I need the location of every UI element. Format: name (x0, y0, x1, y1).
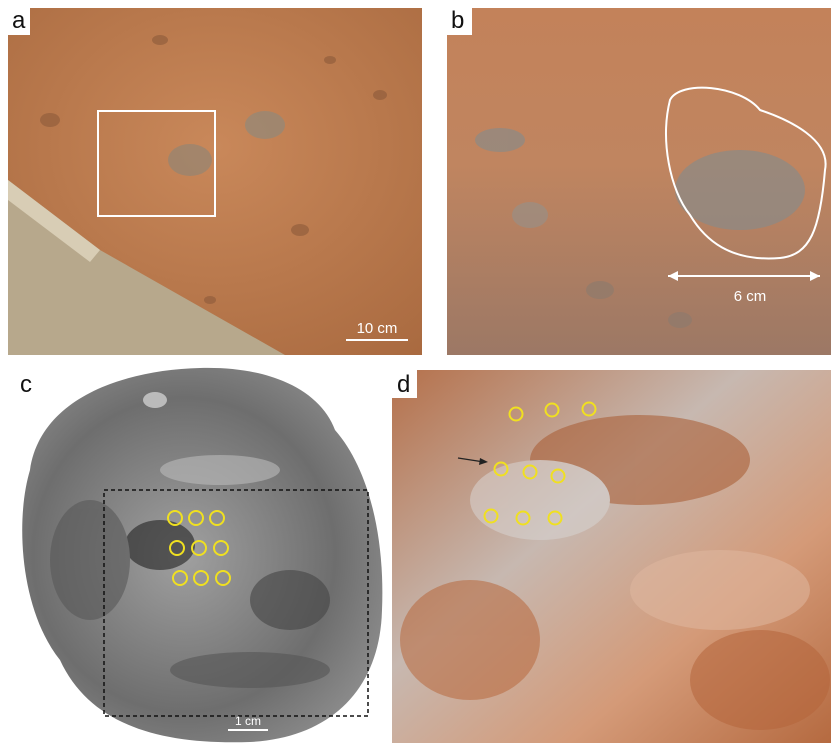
rover-deck (8, 180, 285, 355)
panel-label: a (12, 7, 26, 34)
label-bg (8, 8, 30, 35)
rover-edge (8, 180, 100, 262)
panel-a: a 10 cm (8, 7, 422, 355)
arrowhead (479, 458, 488, 465)
spot-circles (167, 510, 231, 586)
panel-c: 1 cm c (20, 367, 383, 743)
spot-circles (483, 401, 597, 526)
arrowhead (810, 271, 820, 281)
label-bg (447, 8, 472, 35)
rocks (40, 35, 387, 304)
label-bg (392, 370, 417, 398)
rocks (475, 128, 805, 328)
panel-b: 6 cm b (447, 7, 831, 355)
panel-d: d (392, 370, 831, 743)
texture (50, 392, 330, 688)
outline (665, 86, 827, 260)
panel-label: b (451, 7, 464, 34)
panel-label: d (397, 371, 410, 398)
inset-box (97, 110, 216, 217)
texture (400, 415, 830, 730)
scale-label: 10 cm (357, 320, 398, 337)
scale-label: 1 cm (235, 714, 261, 728)
panel-label: c (20, 371, 32, 398)
arrowhead (668, 271, 678, 281)
scale-label: 6 cm (734, 288, 767, 305)
